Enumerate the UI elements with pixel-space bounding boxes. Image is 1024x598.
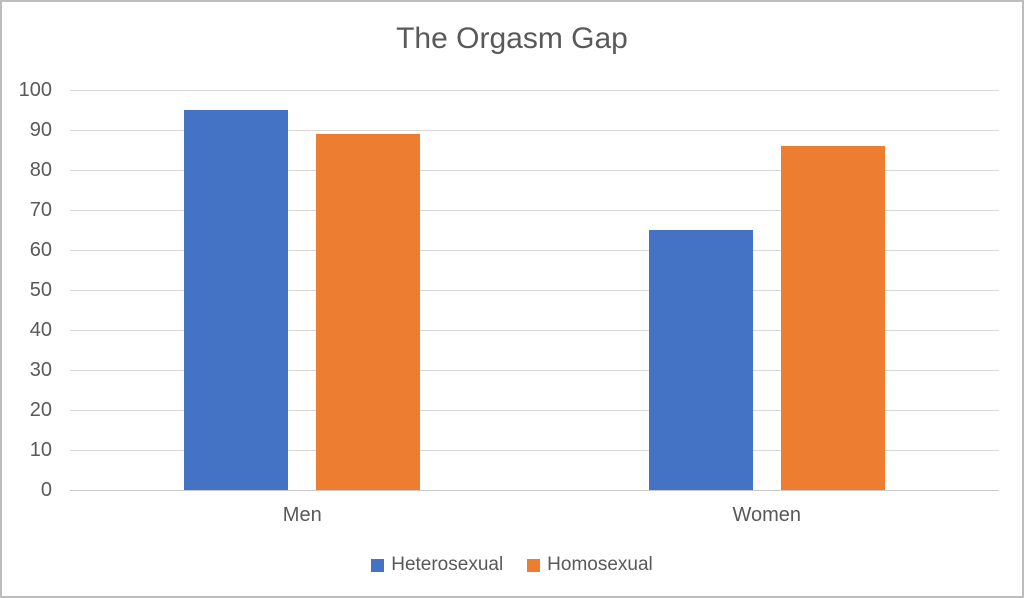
legend-item-homosexual: Homosexual <box>527 554 653 576</box>
legend-swatch-icon <box>527 558 541 572</box>
legend-label: Heterosexual <box>391 554 504 575</box>
bar-heterosexual-men <box>184 110 289 490</box>
x-axis: Men Women <box>70 503 999 527</box>
bar-heterosexual-women <box>648 230 753 490</box>
y-tick-label: 100 <box>18 79 52 101</box>
gridline <box>70 90 999 91</box>
category-group-women <box>535 90 1000 490</box>
x-axis-label-men: Men <box>282 504 322 526</box>
category-group-men <box>70 90 535 490</box>
gridline <box>70 250 999 251</box>
legend-item-heterosexual: Heterosexual <box>371 554 503 576</box>
gridline <box>70 130 999 131</box>
y-tick-label: 20 <box>29 399 52 421</box>
y-tick-label: 60 <box>29 239 52 261</box>
bar-homosexual-women <box>780 146 885 490</box>
y-tick-label: 80 <box>29 159 52 181</box>
gridline <box>70 170 999 171</box>
x-axis-label-women: Women <box>732 504 802 526</box>
gridline <box>70 210 999 211</box>
y-tick-label: 30 <box>29 359 52 381</box>
gridline <box>70 330 999 331</box>
bar-homosexual-men <box>316 134 421 490</box>
y-tick-label: 70 <box>29 199 52 221</box>
y-tick-label: 0 <box>40 479 52 501</box>
y-tick-label: 40 <box>29 319 52 341</box>
plot-area <box>70 90 1000 491</box>
x-axis-line <box>70 490 999 491</box>
y-tick-label: 10 <box>29 439 52 461</box>
gridline <box>70 410 999 411</box>
y-axis: 0 10 20 30 40 50 60 70 80 90 100 <box>2 80 52 500</box>
gridline <box>70 450 999 451</box>
legend-swatch-icon <box>371 558 385 572</box>
y-tick-label: 50 <box>29 279 52 301</box>
y-tick-label: 90 <box>29 119 52 141</box>
legend-label: Homosexual <box>547 554 653 575</box>
legend: Heterosexual Homosexual <box>2 554 1022 576</box>
chart-title: The Orgasm Gap <box>396 22 628 55</box>
gridline <box>70 370 999 371</box>
gridline <box>70 290 999 291</box>
